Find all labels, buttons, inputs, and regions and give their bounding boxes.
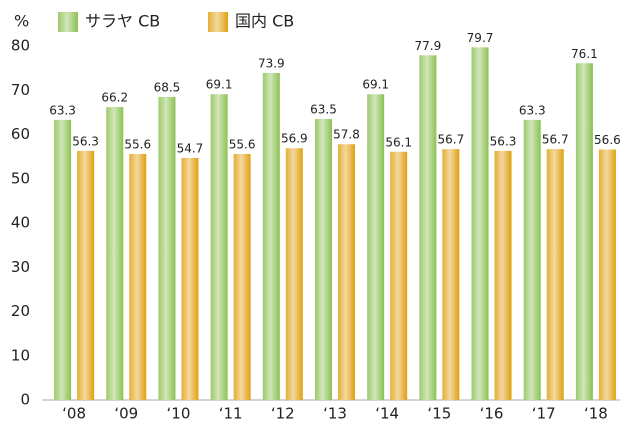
value-label: 56.7 [438, 133, 465, 147]
value-label: 56.7 [542, 133, 569, 147]
y-axis-label: % [14, 12, 29, 31]
bar [442, 149, 460, 400]
x-tick-label: ‘14 [375, 405, 399, 421]
value-label: 57.8 [333, 128, 360, 142]
x-tick-label: ‘18 [584, 405, 608, 421]
bar [494, 150, 512, 400]
y-tick-label: 60 [11, 125, 30, 143]
x-tick-label: ‘15 [427, 405, 451, 421]
y-tick-label: 0 [20, 391, 30, 409]
x-tick-label: ‘08 [62, 405, 86, 421]
value-label: 63.5 [310, 103, 337, 117]
value-label: 69.1 [362, 78, 389, 92]
bar [419, 55, 437, 400]
y-tick-label: 80 [11, 37, 30, 55]
bar [129, 153, 147, 400]
x-tick-label: ‘13 [323, 405, 347, 421]
bar [54, 119, 72, 401]
bar [471, 47, 489, 400]
bar [546, 149, 564, 400]
value-label: 56.9 [281, 132, 308, 146]
value-label: 77.9 [415, 39, 442, 53]
x-tick-label: ‘10 [167, 405, 191, 421]
x-tick-label: ‘12 [271, 405, 295, 421]
x-tick-label: ‘09 [114, 405, 138, 421]
legend-swatch [58, 12, 78, 32]
bar [575, 63, 593, 400]
bar [390, 151, 408, 400]
y-tick-label: 30 [11, 258, 30, 276]
value-label: 73.9 [258, 56, 285, 70]
value-label: 54.7 [177, 141, 204, 155]
bar [523, 119, 541, 401]
x-tick-label: ‘17 [532, 405, 556, 421]
value-label: 76.1 [571, 47, 598, 61]
bar [598, 149, 616, 400]
value-label: 66.2 [101, 91, 128, 105]
bar [210, 94, 228, 401]
value-label: 68.5 [154, 80, 181, 94]
bar [367, 94, 385, 401]
bar [315, 119, 332, 400]
value-label: 63.3 [519, 103, 546, 117]
bar [233, 153, 251, 400]
value-label: 56.1 [385, 135, 412, 149]
y-tick-label: 70 [11, 81, 30, 99]
legend-label: 国内 CB [235, 12, 294, 31]
y-tick-label: 10 [11, 346, 30, 364]
bar [338, 144, 355, 400]
value-label: 56.6 [594, 133, 621, 147]
value-label: 63.3 [49, 103, 76, 117]
y-tick-label: 50 [11, 169, 30, 187]
bar [77, 150, 95, 400]
legend-swatch [208, 12, 228, 32]
value-label: 69.1 [206, 78, 233, 92]
bar [106, 107, 124, 400]
y-tick-label: 40 [11, 214, 30, 232]
x-tick-label: ‘11 [219, 405, 243, 421]
value-label: 56.3 [490, 134, 517, 148]
value-label: 56.3 [72, 134, 99, 148]
bar [285, 148, 303, 400]
y-tick-label: 20 [11, 302, 30, 320]
legend-label: サラヤ CB [85, 12, 160, 31]
value-label: 55.6 [124, 137, 151, 151]
value-label: 79.7 [467, 31, 494, 45]
bar [158, 96, 176, 400]
x-tick-label: ‘16 [480, 405, 504, 421]
bar [262, 72, 280, 401]
value-label: 55.6 [229, 137, 256, 151]
bar [181, 157, 199, 400]
